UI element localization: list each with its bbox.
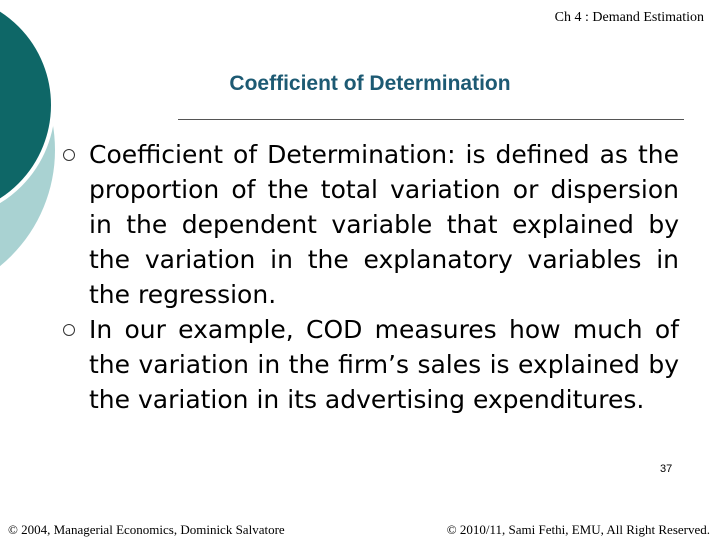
footer-left: © 2004, Managerial Economics, Dominick S… (8, 522, 285, 537)
slide-title: Coefficient of Determination (229, 72, 511, 95)
footer-right: © 2010/11, Sami Fethi, EMU, All Right Re… (446, 522, 710, 537)
bullet: In our example, COD measures how much of… (63, 312, 679, 417)
bullet-text: In our example, COD measures how much of… (89, 315, 679, 414)
bullet-marker (63, 324, 75, 336)
bullet: Coefficient of Determination: is defined… (63, 137, 679, 312)
bullet-text: Coefficient of Determination: is defined… (89, 140, 679, 309)
title-rule (178, 119, 684, 120)
decoration (0, 6, 55, 267)
bullet-list: Coefficient of Determination: is defined… (63, 137, 679, 417)
chapter-header: Ch 4 : Demand Estimation (554, 10, 704, 25)
page-number: 37 (660, 463, 673, 475)
bullet-marker (63, 149, 75, 161)
